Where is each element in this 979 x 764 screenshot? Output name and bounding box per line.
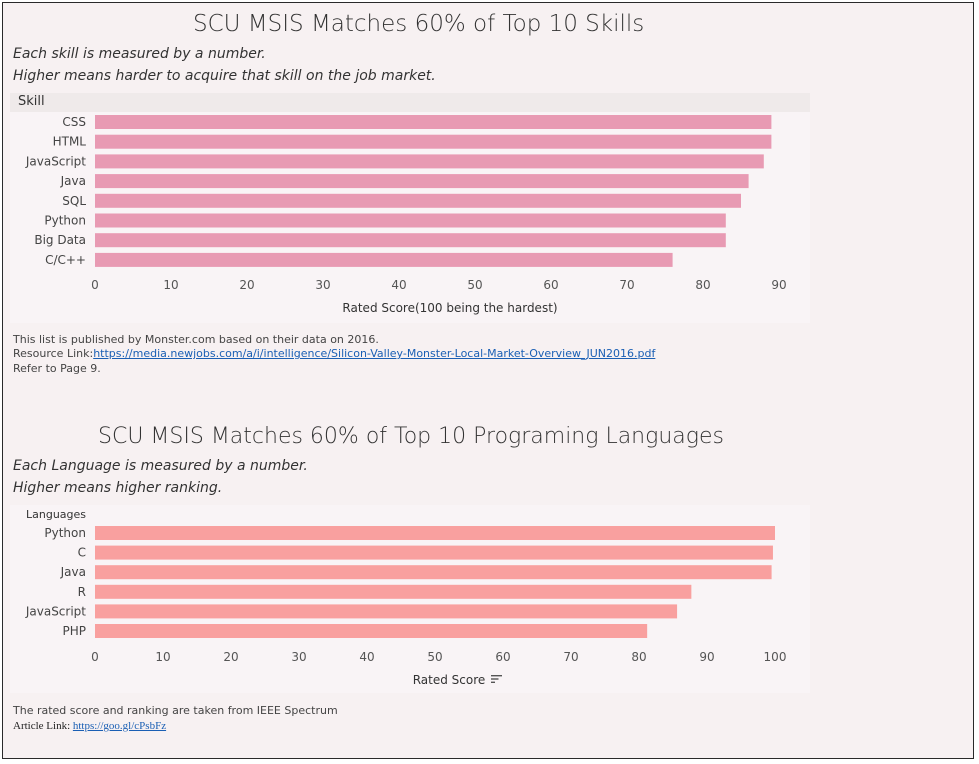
chart1-category-label: Java — [60, 174, 86, 188]
chart2-bar[interactable] — [95, 624, 648, 638]
chart2-category-label: C — [78, 546, 86, 560]
chart1-x-tick-label: 40 — [391, 278, 406, 292]
chart1-category-label: SQL — [62, 194, 86, 208]
chart1-bar[interactable] — [95, 115, 772, 129]
article-link[interactable]: https://goo.gl/cPsbFz — [72, 720, 167, 732]
chart1-x-tick-label: 20 — [239, 278, 254, 292]
chart2-x-tick-label: 80 — [631, 650, 646, 664]
chart2-x-tick-label: 30 — [291, 650, 306, 664]
chart1-bar[interactable] — [95, 252, 673, 267]
chart2-x-tick-label: 60 — [495, 650, 510, 664]
chart1-x-tick-label: 60 — [543, 278, 558, 292]
chart1-category-label: Big Data — [34, 233, 86, 247]
chart1-subtitle-line2: Higher means harder to acquire that skil… — [13, 68, 436, 84]
chart2-note-source: The rated score and ranking are taken fr… — [13, 704, 338, 717]
chart1-bar[interactable] — [95, 134, 772, 149]
chart2-bar[interactable] — [95, 526, 775, 540]
chart2-category-label: Python — [44, 526, 86, 540]
chart1-x-tick-label: 10 — [163, 278, 178, 292]
chart2-x-tick-label: 40 — [359, 650, 374, 664]
chart2-x-tick-label: 70 — [563, 650, 578, 664]
chart2-subtitle-line2: Higher means higher ranking. — [13, 480, 223, 496]
chart1-subtitle-line1: Each skill is measured by a number. — [13, 46, 266, 62]
chart1-category-label: C/C++ — [45, 253, 86, 267]
chart1-x-tick-label: 0 — [91, 278, 99, 292]
chart1-bar[interactable] — [95, 174, 749, 189]
chart2-category-label: JavaScript — [25, 604, 86, 618]
chart1-note-page: Refer to Page 9. — [13, 362, 101, 375]
chart2-category-label: Java — [60, 565, 86, 579]
chart2-title: SCU MSIS Matches 60% of Top 10 Programin… — [98, 424, 724, 449]
chart2-x-tick-label: 20 — [223, 650, 238, 664]
chart1-x-tick-label: 90 — [771, 278, 786, 292]
chart1-category-label: Python — [44, 214, 86, 228]
sort-descending-icon[interactable] — [491, 674, 503, 684]
chart1-x-tick-label: 80 — [695, 278, 710, 292]
chart2-bar[interactable] — [95, 604, 678, 619]
chart1-bar[interactable] — [95, 213, 726, 228]
chart2-x-tick-label: 90 — [699, 650, 714, 664]
chart1-title: SCU MSIS Matches 60% of Top 10 Skills — [193, 11, 645, 37]
chart2-x-tick-label: 100 — [764, 650, 787, 664]
chart1-header-bar — [10, 93, 810, 112]
chart1-bar[interactable] — [95, 233, 726, 248]
chart1-note-link-line: Resource Link:https://media.newjobs.com/… — [13, 347, 655, 361]
chart1-note-link-prefix: Resource Link: — [13, 347, 94, 360]
chart2-category-label: PHP — [63, 624, 87, 638]
chart1-category-label: CSS — [62, 115, 86, 129]
chart1-x-tick-label: 30 — [315, 278, 330, 292]
chart2-note-link-line: Article Link: https://goo.gl/cPsbFz — [13, 719, 166, 733]
chart1-note-source: This list is published by Monster.com ba… — [13, 333, 379, 346]
chart2-bar[interactable] — [95, 565, 772, 580]
chart1-x-axis-label[interactable]: Rated Score(100 being the hardest) — [342, 301, 557, 315]
chart2-x-tick-label: 0 — [91, 650, 99, 664]
chart2-bar[interactable] — [95, 545, 773, 560]
chart2-category-header[interactable]: Languages — [26, 508, 87, 521]
chart2-bar[interactable] — [95, 584, 692, 599]
chart1-x-tick-label: 70 — [619, 278, 634, 292]
chart1-bar[interactable] — [95, 154, 764, 169]
chart1-category-label: HTML — [53, 135, 87, 149]
chart2-note-link-prefix: Article Link: — [13, 720, 73, 732]
chart1-category-header[interactable]: Skill — [18, 94, 45, 109]
chart1-panel — [10, 93, 810, 323]
chart2-x-tick-label: 50 — [427, 650, 442, 664]
chart2-x-axis-label[interactable]: Rated Score — [413, 673, 486, 687]
chart1-bar[interactable] — [95, 193, 741, 208]
chart2-category-label: R — [78, 585, 86, 599]
chart2-x-tick-label: 10 — [155, 650, 170, 664]
resource-link[interactable]: https://media.newjobs.com/a/i/intelligen… — [93, 347, 656, 360]
chart1-category-label: JavaScript — [25, 154, 86, 168]
chart1-x-tick-label: 50 — [467, 278, 482, 292]
chart2-subtitle-line1: Each Language is measured by a number. — [13, 458, 308, 474]
